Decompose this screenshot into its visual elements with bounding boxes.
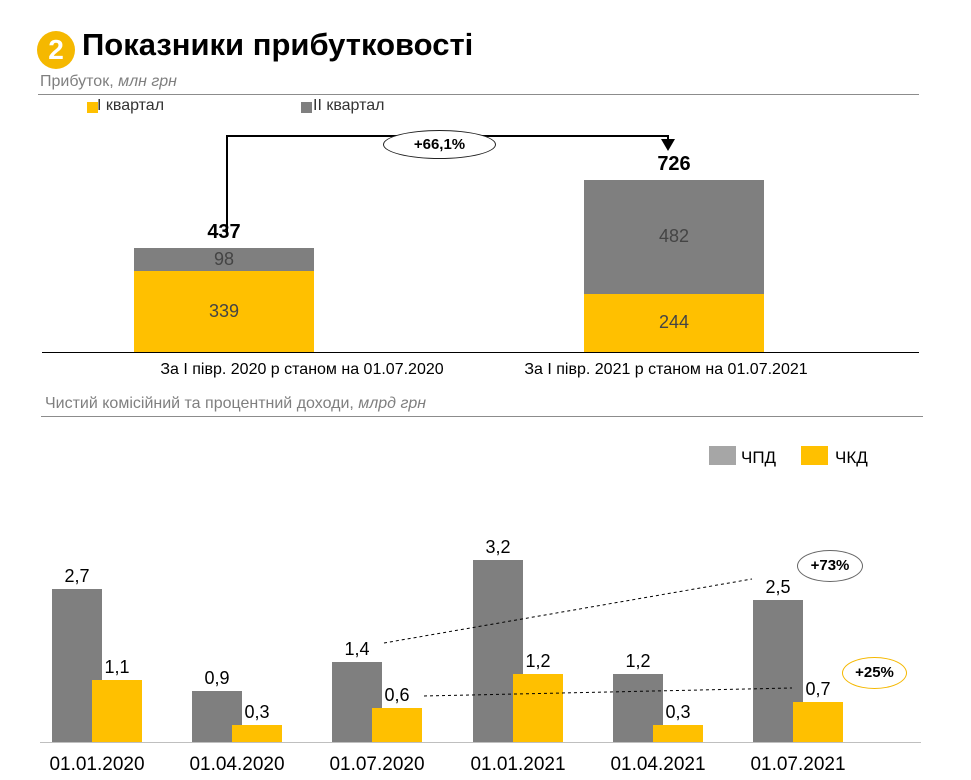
profit-bar-total: 726 xyxy=(657,152,691,175)
section-number-badge: 2 xyxy=(37,31,75,69)
income-bar-npd-value: 0,9 xyxy=(204,667,230,688)
legend-npd-label: ЧПД xyxy=(741,448,777,467)
profit-bar-q1 xyxy=(134,271,314,352)
profit-subtitle: Прибуток, млн грн xyxy=(40,73,177,91)
profit-category-label: За I півр. 2020 р станом на 01.07.2020 xyxy=(160,361,444,378)
income-bar-npd-value: 1,2 xyxy=(625,650,651,671)
income-bar-nkd xyxy=(793,702,843,742)
income-category-label: 01.07.2021 xyxy=(750,754,846,775)
legend-nkd-swatch xyxy=(801,446,828,465)
profit-bar-q2-value: 482 xyxy=(658,225,690,246)
profit-axis-line xyxy=(42,352,919,353)
income-category-label: 01.04.2021 xyxy=(610,754,706,775)
income-subtitle: Чистий комісійний та процентний доходи, … xyxy=(45,395,426,413)
profit-bar-q2-value: 98 xyxy=(213,248,235,269)
income-divider xyxy=(41,416,923,417)
profit-subtitle-main: Прибуток, xyxy=(40,73,114,90)
profit-bar-q1-value: 339 xyxy=(208,300,240,321)
profit-bar-q2 xyxy=(584,179,764,295)
income-bar-nkd-value: 1,2 xyxy=(525,650,551,671)
income-bar-nkd xyxy=(372,707,422,742)
profit-bar-q1 xyxy=(584,294,764,352)
income-bar-nkd-value: 1,1 xyxy=(104,656,130,677)
npd-growth-badge: +73% xyxy=(797,550,863,582)
profit-bar-q2 xyxy=(134,248,314,272)
income-category-label: 01.01.2020 xyxy=(49,754,145,775)
income-bar-nkd xyxy=(92,679,142,742)
income-category-label: 01.07.2020 xyxy=(329,754,425,775)
income-bar-nkd-value: 0,3 xyxy=(244,701,270,722)
income-axis-line xyxy=(40,742,921,743)
income-bar-nkd xyxy=(653,724,703,742)
profit-chart: 339 98 437 За I півр. 2020 р станом на 01.0… xyxy=(134,152,808,378)
income-bar-npd-value: 3,2 xyxy=(485,537,511,558)
profit-bar-q1-value: 244 xyxy=(658,312,690,333)
profit-category-label: За I півр. 2021 р станом на 01.07.2021 xyxy=(524,361,808,378)
legend-npd-swatch xyxy=(709,446,736,465)
income-bar-nkd-value: 0,7 xyxy=(805,679,831,700)
legend-q2-label: II квартал xyxy=(313,99,385,114)
nkd-growth-badge: +25% xyxy=(842,657,907,689)
income-bar-nkd-value: 0,3 xyxy=(665,701,691,722)
income-bar-nkd xyxy=(513,673,563,742)
legend-q2-swatch xyxy=(301,102,312,113)
profit-growth-badge: +66,1% xyxy=(383,130,496,159)
income-subtitle-main: Чистий комісійний та процентний доходи, xyxy=(45,395,354,412)
income-bar-npd-value: 1,4 xyxy=(344,639,370,660)
page-title: Показники прибутковості xyxy=(82,27,474,62)
income-bar-nkd xyxy=(232,724,282,742)
legend-q1-swatch xyxy=(87,102,98,113)
income-bar-nkd-value: 0,6 xyxy=(384,684,410,705)
profit-bar-total: 437 xyxy=(207,221,241,244)
profit-legend: I квартал II квартал xyxy=(87,99,427,115)
income-category-label: 01.04.2020 xyxy=(189,754,285,775)
profit-divider xyxy=(38,94,919,95)
income-category-label: 01.01.2021 xyxy=(470,754,566,775)
legend-q1-label: I квартал xyxy=(97,99,165,114)
income-bar-npd-value: 2,5 xyxy=(765,577,791,597)
income-subtitle-unit: млрд грн xyxy=(358,395,427,412)
profit-subtitle-unit: млн грн xyxy=(118,73,177,90)
income-bar-npd-value: 2,7 xyxy=(64,565,90,586)
legend-nkd-label: ЧКД xyxy=(835,448,868,467)
